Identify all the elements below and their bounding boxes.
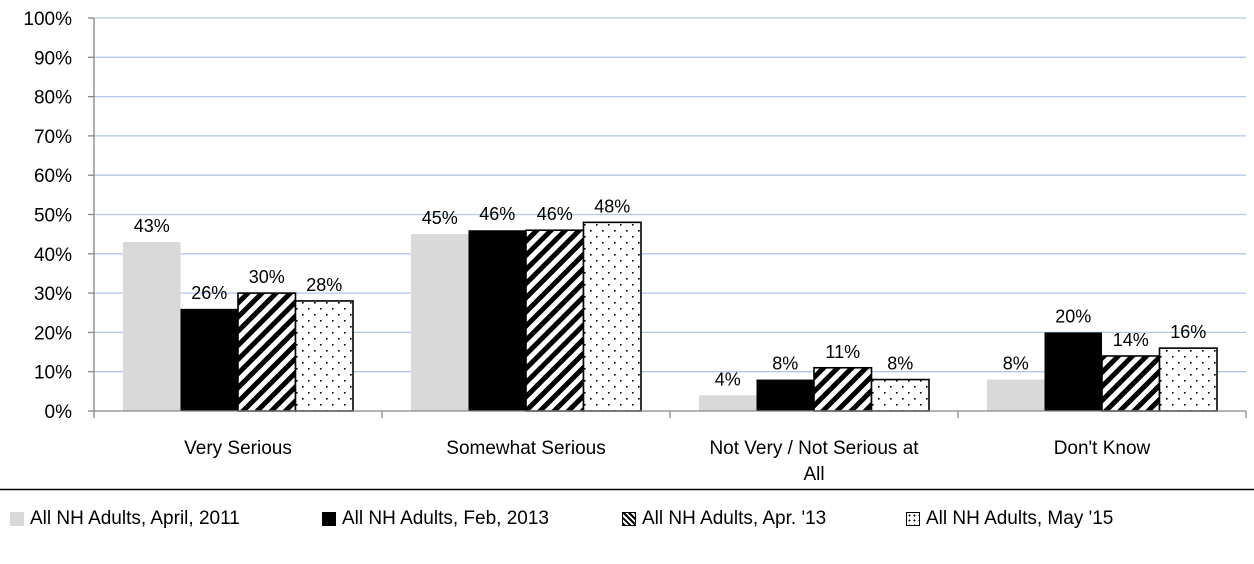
data-label: 48%	[594, 196, 630, 216]
bar-series-1-2	[699, 395, 757, 411]
data-label: 11%	[825, 342, 860, 362]
data-label: 45%	[422, 208, 458, 228]
data-label: 20%	[1055, 306, 1091, 326]
x-axis-category-labels: Very Serious Somewhat Serious Not Very / N…	[184, 438, 1150, 485]
bar-series-1-3	[987, 379, 1045, 411]
bar-series-1-0	[123, 242, 181, 411]
y-tick-label: 80%	[34, 88, 72, 109]
legend-swatch	[322, 512, 336, 526]
data-label: 26%	[191, 283, 227, 303]
legend-item-4: All NH Adults, May '15	[906, 508, 1113, 530]
data-labels: 43% 26% 30% 28% 45% 46% 46% 48% 4% 8% 11% 8% 8% 20% 14…	[134, 196, 1207, 389]
y-tick-label: 90%	[34, 48, 72, 69]
data-label: 46%	[479, 204, 515, 224]
data-label: 16%	[1170, 322, 1206, 342]
x-category-label: Somewhat Serious	[446, 438, 605, 459]
y-tick-label: 40%	[34, 245, 72, 266]
chart-svg: 0% 10% 20% 30% 40% 50% 60% 70% 80% 90% 100% 43% 26%…	[23, 9, 1247, 485]
legend-separator	[0, 488, 1254, 491]
data-label: 28%	[306, 275, 342, 295]
bar-series-4-3	[1158, 347, 1218, 412]
y-tick-label: 70%	[34, 127, 72, 148]
legend-item-2: All NH Adults, Feb, 2013	[322, 508, 549, 530]
bar-series-4-1	[582, 221, 642, 412]
x-category-label: Very Serious	[184, 438, 292, 459]
legend-label: All NH Adults, Apr. '13	[642, 508, 827, 529]
y-tick-label: 10%	[34, 363, 72, 384]
y-axis-tick-labels: 0% 10% 20% 30% 40% 50% 60% 70% 80% 90% 100%	[23, 9, 72, 423]
y-tick-label: 20%	[34, 323, 72, 344]
legend-swatch	[906, 512, 920, 526]
data-label: 30%	[249, 267, 285, 287]
bars	[123, 221, 1218, 412]
y-tick-label: 100%	[23, 9, 72, 30]
axes	[88, 17, 1247, 418]
data-label: 14%	[1113, 330, 1149, 350]
bar-series-3-3	[1101, 355, 1161, 412]
y-tick-label: 50%	[34, 206, 72, 227]
bar-series-4-2	[870, 378, 930, 412]
legend-item-3: All NH Adults, Apr. '13	[622, 508, 826, 530]
bar-series-3-2	[813, 366, 873, 412]
data-label: 43%	[134, 216, 170, 236]
data-label: 8%	[772, 354, 798, 374]
x-category-label: Don't Know	[1054, 438, 1151, 459]
x-category-label: Not Very / Not Serious at All	[709, 438, 919, 485]
bar-series-3-1	[525, 229, 585, 412]
bar-series-1-1	[411, 234, 469, 411]
y-tick-label: 0%	[45, 402, 73, 423]
data-label: 4%	[715, 369, 741, 389]
bar-series-2-1	[468, 230, 526, 411]
bar-series-2-0	[180, 308, 238, 411]
data-label: 46%	[537, 204, 573, 224]
data-label: 8%	[1003, 354, 1029, 374]
legend-label: All NH Adults, May '15	[926, 508, 1114, 529]
data-label: 8%	[887, 354, 913, 374]
y-tick-label: 60%	[34, 166, 72, 187]
legend-item-1: All NH Adults, April, 2011	[10, 508, 240, 530]
bar-series-2-3	[1044, 332, 1102, 411]
bar-series-3-0	[237, 292, 297, 412]
y-tick-label: 30%	[34, 284, 72, 305]
legend: All NH Adults, April, 2011 All NH Adults,…	[0, 508, 1254, 540]
legend-swatch	[622, 512, 636, 526]
legend-label: All NH Adults, April, 2011	[30, 508, 240, 529]
legend-label: All NH Adults, Feb, 2013	[342, 508, 549, 529]
bar-series-4-0	[294, 300, 354, 412]
bar-series-2-2	[756, 379, 814, 411]
legend-swatch	[10, 512, 24, 526]
